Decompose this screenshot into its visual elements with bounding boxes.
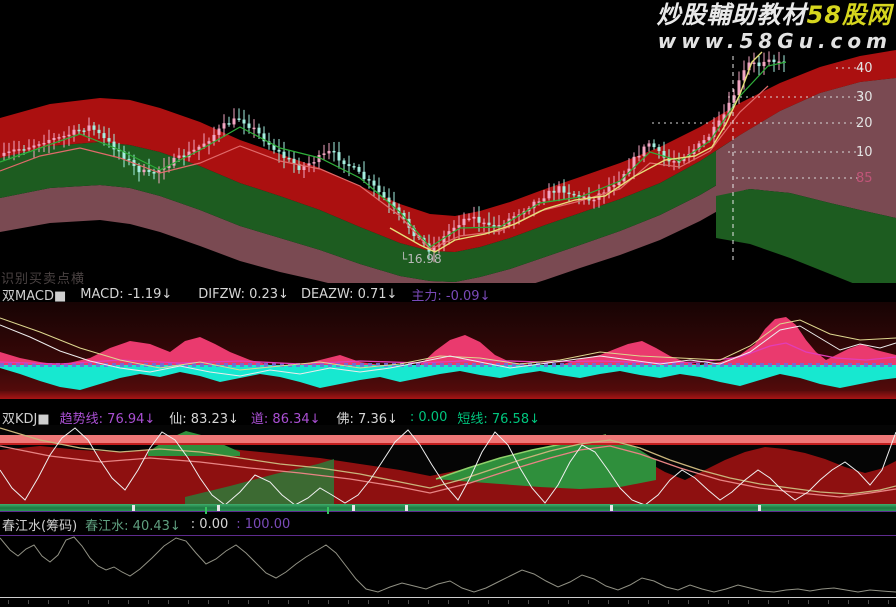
watermark-url: www.58Gu.com <box>657 28 892 53</box>
xian-value: 仙: 83.23↓ <box>169 412 239 427</box>
macd-panel-title[interactable]: 双MACD■ <box>2 289 67 304</box>
macd-indicator-row: 双MACD■ MACD: -1.19↓ DIFZW: 0.23↓ DEAZW: … <box>2 285 490 304</box>
deazw-value: DEAZW: 0.71↓ <box>300 287 398 302</box>
low-price-annotation: └16.98 <box>400 252 442 266</box>
chunjiangshui-indicator-row: 春江水(筹码) 春江水: 40.43↓ : 0.00 : 100.00 <box>2 515 290 534</box>
qushixian-value: 趋势线: 76.94↓ <box>59 412 156 427</box>
price-tick-10: 10 <box>856 145 873 160</box>
price-tick-40: 40 <box>856 61 873 76</box>
upper-bound-value: : 100.00 <box>236 517 291 532</box>
price-tick-magenta: 85 <box>856 171 873 186</box>
watermark-site-name: 58股网 <box>806 1 892 29</box>
fo-value: 佛: 7.36↓ <box>336 412 398 427</box>
chunjiangshui-panel-title[interactable]: 春江水(筹码) <box>2 519 78 534</box>
price-tick-30: 30 <box>856 90 873 105</box>
kdj-panel-title[interactable]: 双KDJ■ <box>2 412 50 427</box>
zero-value: : 0.00 <box>409 410 448 425</box>
zhuli-value: 主力: -0.09↓ <box>411 289 491 304</box>
lower-bound-value: : 0.00 <box>190 517 229 532</box>
dim-note: 识别买卖点横 <box>1 272 86 287</box>
price-tick-20: 20 <box>856 116 873 131</box>
dao-value: 道: 86.34↓ <box>250 412 321 427</box>
chunjiangshui-value: 春江水: 40.43↓ <box>85 519 181 534</box>
kdj-indicator-row: 双KDJ■ 趋势线: 76.94↓ 仙: 83.23↓ 道: 86.34↓ 佛:… <box>2 408 540 427</box>
duanxian-value: 短线: 76.58↓ <box>457 412 540 427</box>
watermark-line1: 炒股輔助教材58股网 <box>656 1 892 29</box>
difzw-value: DIFZW: 0.23↓ <box>198 287 289 302</box>
watermark: 炒股輔助教材58股网 www.58Gu.com <box>656 1 892 53</box>
macd-value: MACD: -1.19↓ <box>80 287 173 302</box>
